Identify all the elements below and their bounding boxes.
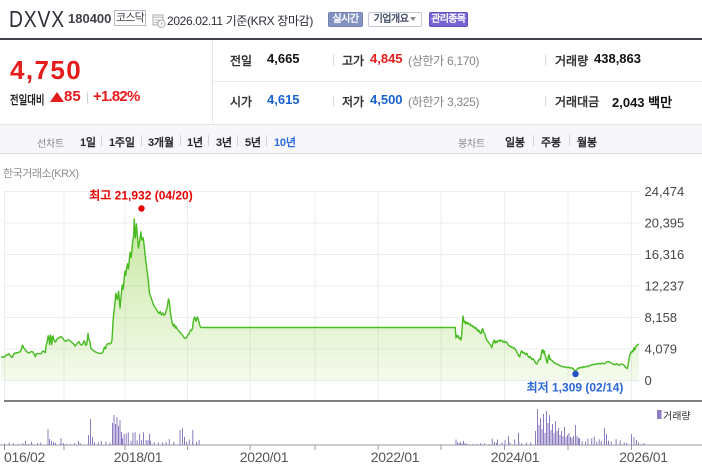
- svg-text:16,316: 16,316: [645, 247, 685, 262]
- svg-text:최저 1,309 (02/14): 최저 1,309 (02/14): [527, 380, 624, 395]
- svg-text:2018/01: 2018/01: [114, 449, 163, 465]
- svg-text:최고 21,932 (04/20): 최고 21,932 (04/20): [89, 188, 192, 203]
- svg-text:12,237: 12,237: [645, 279, 685, 294]
- svg-text:2020/01: 2020/01: [240, 449, 289, 465]
- svg-text:016/02: 016/02: [4, 449, 46, 465]
- svg-text:2024/01: 2024/01: [491, 449, 540, 465]
- svg-text:4,079: 4,079: [645, 342, 678, 357]
- svg-text:0: 0: [645, 373, 652, 388]
- svg-text:24,474: 24,474: [645, 184, 685, 199]
- svg-text:한국거래소(KRX): 한국거래소(KRX): [3, 167, 79, 180]
- svg-text:8,158: 8,158: [645, 310, 678, 325]
- svg-text:거래량: 거래량: [663, 411, 691, 423]
- svg-text:2026/01: 2026/01: [619, 449, 668, 465]
- svg-text:20,395: 20,395: [645, 216, 685, 231]
- svg-text:2022/01: 2022/01: [371, 449, 420, 465]
